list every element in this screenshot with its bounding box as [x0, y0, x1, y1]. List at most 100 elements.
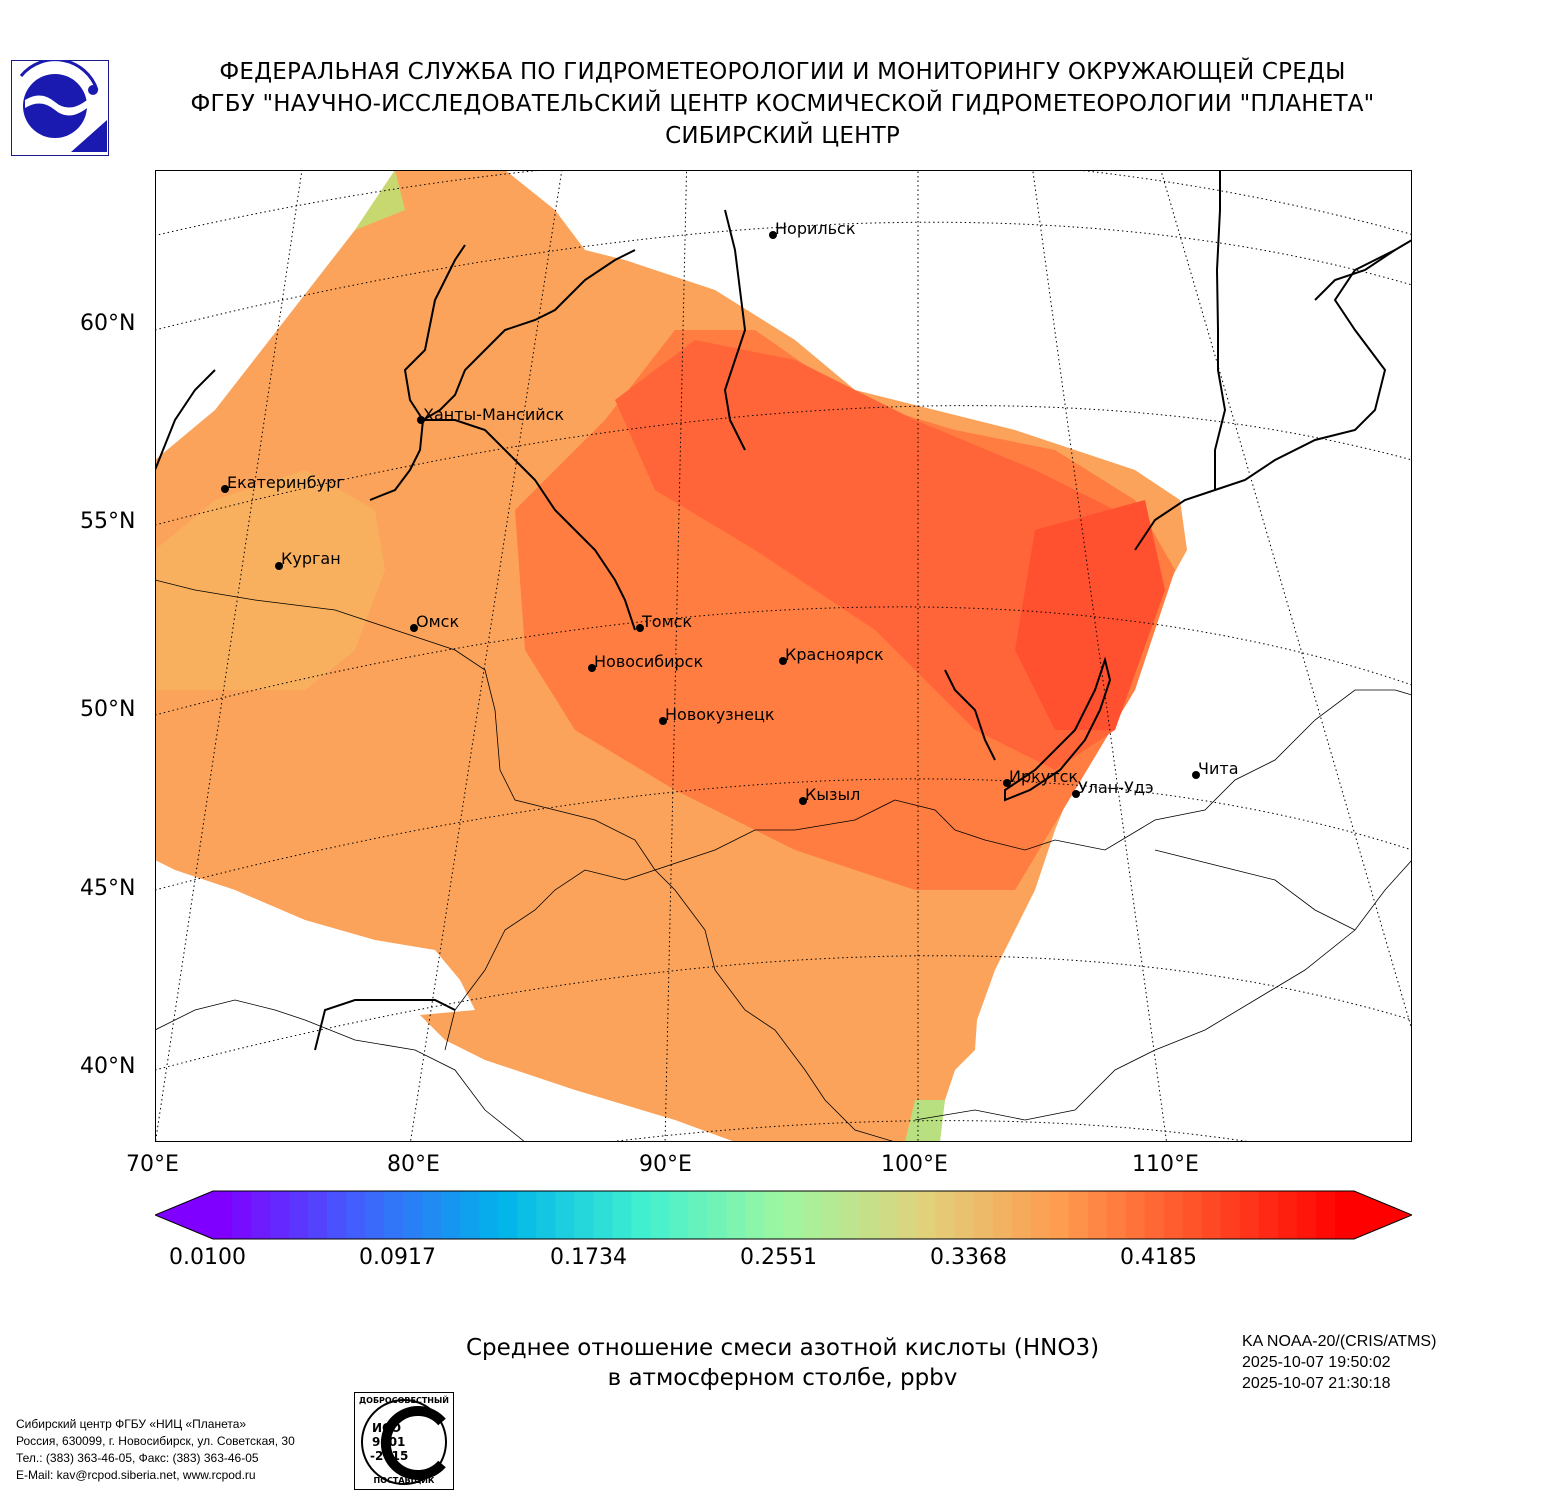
colorbar-segment: [973, 1191, 994, 1239]
satellite-time-end: 2025-10-07 21:30:18: [1242, 1375, 1391, 1392]
lon-label: 70°E: [126, 1152, 179, 1177]
borders: [155, 579, 1412, 1142]
caption-line-1: Среднее отношение смеси азотной кислоты …: [465, 1335, 1100, 1361]
colorbar-segment: [1049, 1191, 1070, 1239]
colorbar-segment: [935, 1191, 956, 1239]
footer-phone: Тел.: (383) 363-46-05, Факс: (383) 363-4…: [16, 1451, 259, 1465]
colorbar-tick: 0.0917: [359, 1245, 436, 1270]
city-label-krasnoyarsk: Красноярск: [785, 645, 884, 664]
city-marker: [417, 416, 425, 424]
colorbar: [153, 1190, 1414, 1240]
colorbar-segment: [365, 1191, 385, 1239]
colorbar-segment: [783, 1191, 804, 1239]
colorbar-segment: [441, 1191, 461, 1239]
map-svg: [155, 170, 1412, 1142]
colorbar-segment: [422, 1191, 442, 1239]
colorbar-segment: [1106, 1191, 1127, 1239]
city-label-omsk: Омск: [416, 612, 460, 631]
header-line-2: ФГБУ "НАУЧНО-ИССЛЕДОВАТЕЛЬСКИЙ ЦЕНТР КОС…: [190, 91, 1375, 117]
footer-contacts: Сибирский центр ФГБУ «НИЦ «Планета» Росс…: [16, 1416, 295, 1484]
caption-line-2: в атмосферном столбе, ppbv: [607, 1365, 958, 1391]
colorbar-tick: 0.2551: [740, 1245, 817, 1270]
colorbar-segment: [574, 1191, 594, 1239]
colorbar-segment: [631, 1191, 651, 1239]
colorbar-segment: [669, 1191, 690, 1239]
colorbar-segment: [726, 1191, 747, 1239]
colorbar-segment: [232, 1191, 252, 1239]
lat-label: 50°N: [80, 697, 136, 722]
colorbar-segment: [346, 1191, 366, 1239]
lon-label: 90°E: [639, 1152, 692, 1177]
colorbar-segment: [992, 1191, 1013, 1239]
footer-address: Россия, 630099, г. Новосибирск, ул. Сове…: [16, 1434, 295, 1448]
city-marker: [221, 485, 229, 493]
city-label-yekaterinburg: Екатеринбург: [227, 473, 345, 492]
city-label-chita: Чита: [1198, 759, 1239, 778]
colorbar-segment: [1030, 1191, 1051, 1239]
colorbar-svg: [153, 1190, 1414, 1240]
city-marker: [659, 717, 667, 725]
colorbar-segment: [650, 1191, 670, 1239]
colorbar-segment: [745, 1191, 766, 1239]
footer-email: E-Mail: kav@rcpod.siberia.net, www.rcpod…: [16, 1468, 256, 1482]
city-label-novokuznetsk: Новокузнецк: [665, 705, 775, 724]
city-label-novosibirsk: Новосибирск: [594, 652, 704, 671]
colorbar-segment: [916, 1191, 937, 1239]
colorbar-segment: [1334, 1191, 1355, 1239]
city-marker: [799, 797, 807, 805]
colorbar-tick: 0.0100: [169, 1245, 246, 1270]
lat-label: 55°N: [80, 509, 136, 534]
city-label-khanty-mansiysk: Ханты-Мансийск: [423, 405, 565, 424]
colorbar-segment: [270, 1191, 290, 1239]
colorbar-segment: [1201, 1191, 1222, 1239]
colorbar-segment: [555, 1191, 575, 1239]
satellite-name: KA NOAA-20/(CRIS/ATMS): [1242, 1333, 1437, 1350]
map-panel: [155, 170, 1412, 1142]
city-label-ulan-ude: Улан-Удэ: [1078, 778, 1154, 797]
colorbar-segment: [536, 1191, 556, 1239]
colorbar-tick: 0.4185: [1120, 1245, 1197, 1270]
colorbar-segment: [1315, 1191, 1336, 1239]
city-label-norilsk: Норильск: [775, 219, 856, 238]
rivers: [155, 170, 1412, 1051]
colorbar-segment: [1296, 1191, 1317, 1239]
city-marker: [636, 624, 644, 632]
colorbar-segment: [1087, 1191, 1108, 1239]
colorbar-segment: [764, 1191, 785, 1239]
lat-label: 45°N: [80, 876, 136, 901]
colorbar-segment: [1011, 1191, 1032, 1239]
roshydromet-logo: [11, 58, 109, 156]
colorbar-segment: [384, 1191, 404, 1239]
iso-badge: ДОБРОСОВЕСТНЫЙ ИСО 9001 -2015 ПОСТАВЩИК: [354, 1392, 454, 1490]
city-marker: [275, 562, 283, 570]
city-marker: [769, 231, 777, 239]
colorbar-segment: [1239, 1191, 1260, 1239]
colorbar-segment: [289, 1191, 309, 1239]
lat-label: 40°N: [80, 1054, 136, 1079]
lon-label: 100°E: [881, 1152, 948, 1177]
colorbar-segment: [897, 1191, 918, 1239]
colorbar-extend-min: [155, 1191, 213, 1239]
city-marker: [410, 624, 418, 632]
colorbar-segment: [1277, 1191, 1298, 1239]
lon-label: 80°E: [387, 1152, 440, 1177]
iso-bottom-text: ПОСТАВЩИК: [373, 1476, 435, 1485]
colorbar-segment: [460, 1191, 480, 1239]
city-label-irkutsk: Иркутск: [1009, 767, 1079, 786]
colorbar-segment: [840, 1191, 861, 1239]
colorbar-segment: [498, 1191, 518, 1239]
city-marker: [779, 657, 787, 665]
colorbar-segment: [593, 1191, 613, 1239]
colorbar-segment: [1163, 1191, 1184, 1239]
colorbar-segment: [1125, 1191, 1146, 1239]
colorbar-segment: [479, 1191, 499, 1239]
city-label-tomsk: Томск: [642, 612, 693, 631]
colorbar-segment: [1068, 1191, 1089, 1239]
city-label-kurgan: Курган: [281, 549, 341, 568]
iso-text-3: -2015: [370, 1449, 409, 1463]
colorbar-segment: [327, 1191, 347, 1239]
lon-label: 110°E: [1132, 1152, 1199, 1177]
colorbar-segment: [859, 1191, 880, 1239]
city-marker: [588, 664, 596, 672]
city-marker: [1192, 771, 1200, 779]
